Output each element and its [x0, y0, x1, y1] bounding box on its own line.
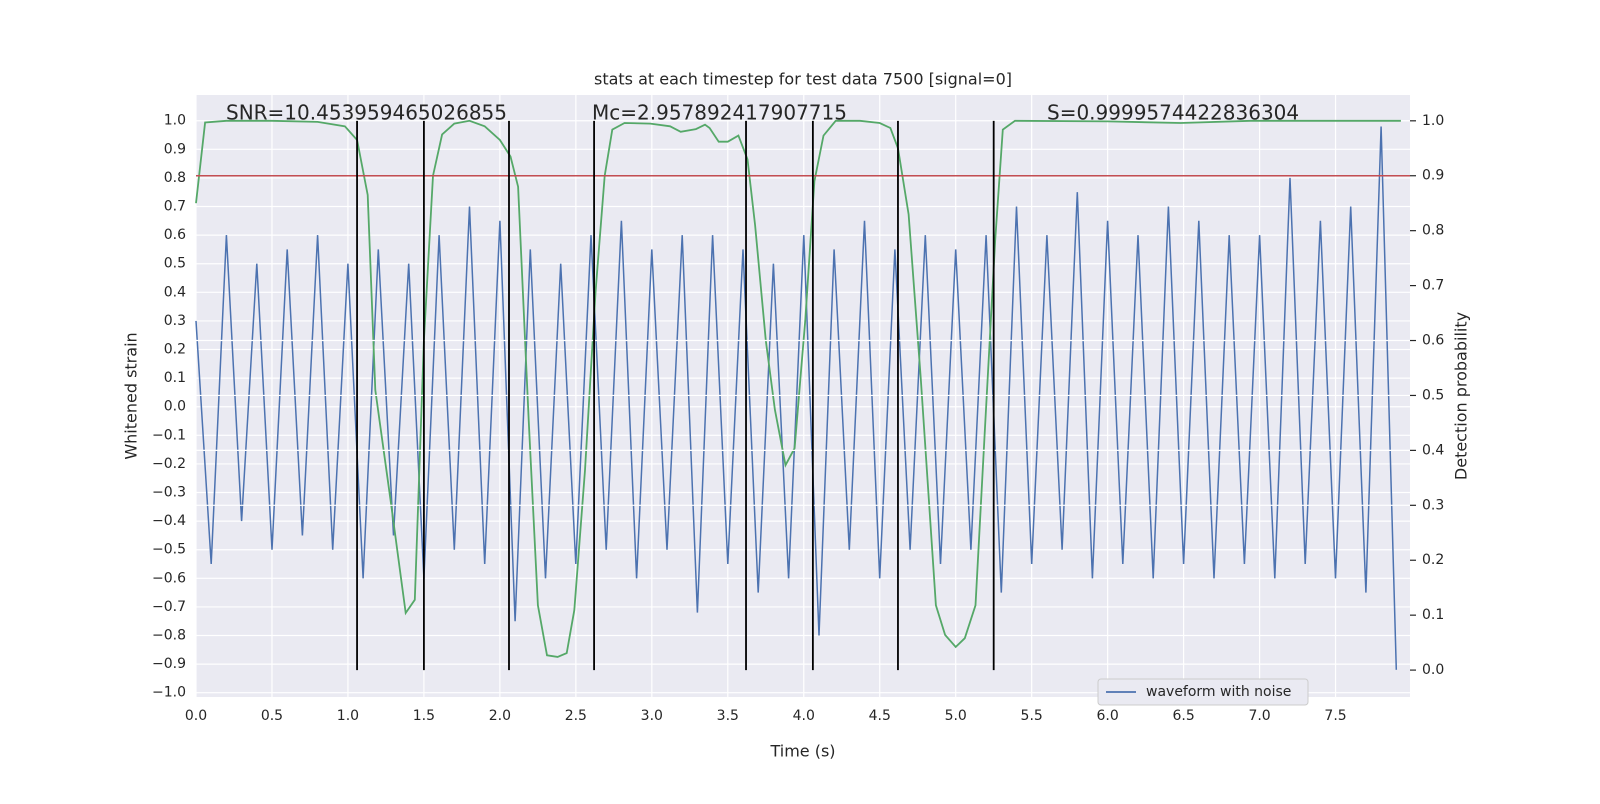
x-tick-label: 1.0 — [337, 708, 359, 724]
x-axis-label: Time (s) — [769, 742, 835, 761]
x-tick-label: 0.5 — [261, 708, 283, 724]
x-tick-label: 5.0 — [945, 708, 967, 724]
x-tick-label: 4.0 — [793, 708, 815, 724]
y-tick-label: −0.3 — [152, 485, 186, 501]
y2-tick-label: 0.1 — [1422, 607, 1444, 623]
y-tick-label: −0.2 — [152, 456, 186, 472]
y-tick-label: 1.0 — [164, 113, 186, 129]
y2-tick-label: 0.7 — [1422, 278, 1444, 294]
y-tick-label: 0.3 — [164, 313, 186, 329]
x-tick-label: 0.0 — [185, 708, 207, 724]
annotation: S=0.9999574422836304 — [1047, 101, 1299, 125]
x-tick-label: 4.5 — [869, 708, 891, 724]
x-tick-label: 7.0 — [1248, 708, 1270, 724]
y2-tick-label: 0.6 — [1422, 333, 1444, 349]
y-tick-label: 0.2 — [164, 342, 186, 358]
y-tick-label: −1.0 — [152, 685, 186, 701]
waveform-line — [195, 126, 1398, 670]
y2-tick-label: 0.3 — [1422, 497, 1444, 513]
y2-tick-label: 0.5 — [1422, 387, 1444, 403]
y-tick-label: −0.6 — [152, 570, 186, 586]
y-tick-label: −0.1 — [152, 427, 186, 443]
y-tick-label: 0.1 — [164, 370, 186, 386]
y2-tick-label: 0.4 — [1422, 442, 1444, 458]
y-tick-label: 0.9 — [164, 141, 186, 157]
x-tick-label: 3.0 — [641, 708, 663, 724]
legend: waveform with noise — [1097, 678, 1309, 706]
x-tick-label: 2.5 — [565, 708, 587, 724]
y2-tick-label: 0.2 — [1422, 552, 1444, 568]
x-tick-label: 1.5 — [413, 708, 435, 724]
y-tick-label: 0.5 — [164, 256, 186, 272]
annotation: SNR=10.453959465026855 — [226, 101, 507, 125]
chart-title: stats at each timestep for test data 750… — [594, 70, 1012, 89]
legend-label: waveform with noise — [1146, 684, 1291, 700]
y2-tick-label: 0.0 — [1422, 662, 1444, 678]
y-tick-label: −0.8 — [152, 628, 186, 644]
y-tick-label: 0.6 — [164, 227, 186, 243]
y-tick-label: −0.7 — [152, 599, 186, 615]
y2-tick-label: 1.0 — [1422, 113, 1444, 129]
x-tick-label: 3.5 — [717, 708, 739, 724]
y-tick-label: 0.0 — [164, 399, 186, 415]
y-tick-label: 0.8 — [164, 170, 186, 186]
y-axis-label: Whitened strain — [122, 332, 141, 459]
x-tick-label: 7.5 — [1324, 708, 1346, 724]
y-tick-label: −0.9 — [152, 656, 186, 672]
y2-axis-label: Detection probability — [1452, 312, 1471, 480]
y2-tick-label: 0.9 — [1422, 168, 1444, 184]
y-tick-label: 0.4 — [164, 284, 186, 300]
x-tick-label: 6.0 — [1097, 708, 1119, 724]
y-tick-label: 0.7 — [164, 199, 186, 215]
y2-tick-label: 0.8 — [1422, 223, 1444, 239]
x-tick-label: 5.5 — [1021, 708, 1043, 724]
legend-box — [1097, 678, 1309, 706]
x-tick-label: 6.5 — [1172, 708, 1194, 724]
y-tick-label: −0.5 — [152, 542, 186, 558]
probability-line — [195, 119, 1401, 658]
y-tick-label: −0.4 — [152, 513, 186, 529]
annotation: Mc=2.957892417907715 — [592, 101, 847, 125]
x-tick-label: 2.0 — [489, 708, 511, 724]
